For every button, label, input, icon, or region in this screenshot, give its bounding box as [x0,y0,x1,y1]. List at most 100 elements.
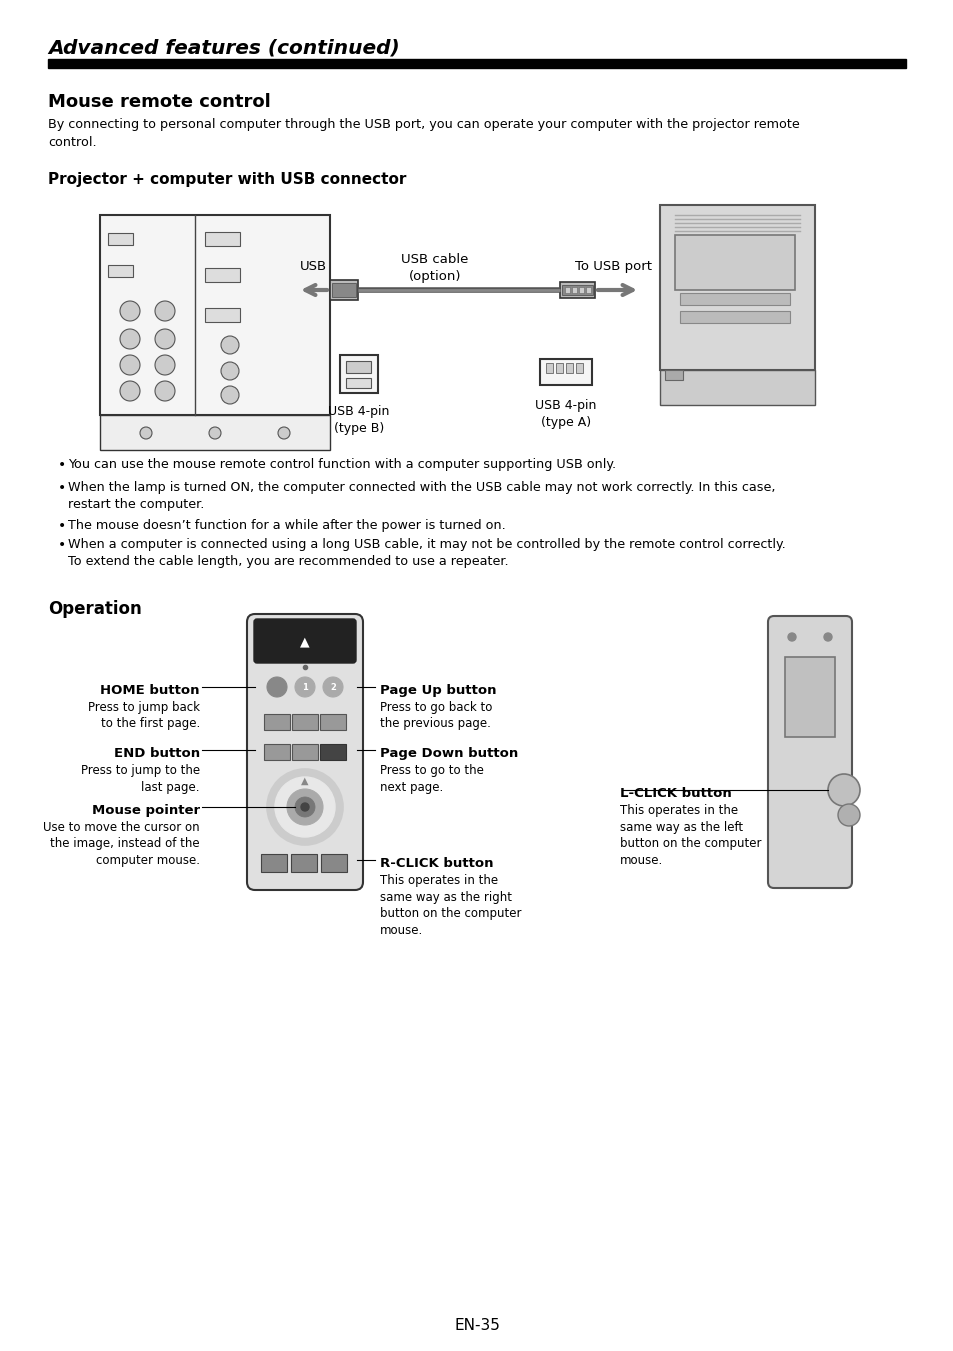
Circle shape [301,802,309,811]
Circle shape [209,427,221,439]
Circle shape [294,677,314,697]
Text: 2: 2 [330,682,335,692]
Bar [100,215,330,415]
Text: This operates in the
same way as the right
button on the computer
mouse.: This operates in the same way as the rig… [379,874,521,936]
Bar [561,285,593,295]
Bar [675,235,794,290]
Text: HOME button: HOME button [100,684,200,697]
Text: When the lamp is turned ON, the computer connected with the USB cable may not wo: When the lamp is turned ON, the computer… [68,481,775,511]
Text: ▲: ▲ [301,775,309,786]
Circle shape [294,797,314,817]
Bar [545,363,553,373]
Circle shape [323,677,343,697]
Bar [679,311,789,323]
Text: END button: END button [113,747,200,761]
Bar [319,713,346,730]
Text: R-CLICK button: R-CLICK button [379,857,493,870]
Text: Press to jump back
to the first page.: Press to jump back to the first page. [88,701,200,731]
Bar [319,744,346,761]
Bar [330,280,357,300]
Circle shape [120,330,140,349]
Text: •: • [58,538,66,553]
Text: Press to jump to the
last page.: Press to jump to the last page. [81,765,200,793]
Bar [205,308,240,322]
Text: This operates in the
same way as the left
button on the computer
mouse.: This operates in the same way as the lef… [619,804,760,866]
Bar [100,415,330,450]
Bar [664,370,682,380]
Circle shape [154,381,174,401]
Circle shape [221,362,239,380]
Text: 1: 1 [302,682,308,692]
Bar [346,378,371,388]
Bar [205,267,240,282]
Circle shape [221,336,239,354]
Bar [585,286,590,293]
Circle shape [287,789,323,825]
Bar [108,232,132,245]
FancyBboxPatch shape [253,619,355,663]
Bar [564,286,569,293]
Text: ▲: ▲ [300,635,310,648]
Bar [264,713,290,730]
Text: To USB port: To USB port [575,259,651,273]
Circle shape [787,634,795,640]
Text: Use to move the cursor on
the image, instead of the
computer mouse.: Use to move the cursor on the image, ins… [43,821,200,867]
Text: Mouse pointer: Mouse pointer [91,804,200,817]
Circle shape [120,355,140,376]
Text: Advanced features (continued): Advanced features (continued) [48,38,399,57]
Text: By connecting to personal computer through the USB port, you can operate your co: By connecting to personal computer throu… [48,118,799,149]
Circle shape [154,301,174,322]
Bar [578,286,583,293]
Bar [292,744,317,761]
Bar [291,854,316,871]
Bar [559,282,595,299]
Text: USB 4-pin
(type A): USB 4-pin (type A) [535,399,596,430]
Text: You can use the mouse remote control function with a computer supporting USB onl: You can use the mouse remote control fun… [68,458,616,471]
Text: •: • [58,458,66,471]
Bar [292,713,317,730]
Circle shape [827,774,859,807]
Text: Operation: Operation [48,600,142,617]
Bar [784,657,834,738]
Bar [320,854,347,871]
Text: Mouse remote control: Mouse remote control [48,93,271,111]
Bar [539,359,592,385]
Text: Page Up button: Page Up button [379,684,496,697]
Text: The mouse doesn’t function for a while after the power is turned on.: The mouse doesn’t function for a while a… [68,519,505,532]
FancyBboxPatch shape [247,613,363,890]
Circle shape [274,777,335,838]
Circle shape [120,301,140,322]
Bar [576,363,582,373]
Text: Projector + computer with USB connector: Projector + computer with USB connector [48,172,406,186]
Text: USB 4-pin
(type B): USB 4-pin (type B) [328,405,389,435]
Bar [556,363,562,373]
Circle shape [140,427,152,439]
Bar [108,265,132,277]
Bar [659,205,814,370]
Circle shape [154,330,174,349]
Text: •: • [58,481,66,494]
Circle shape [120,381,140,401]
Bar [264,744,290,761]
Bar [261,854,287,871]
FancyBboxPatch shape [767,616,851,888]
Bar [332,282,355,297]
Circle shape [823,634,831,640]
Bar [679,293,789,305]
Text: USB: USB [299,259,327,273]
Bar [565,363,573,373]
Circle shape [837,804,859,825]
Text: •: • [58,519,66,534]
Text: Press to go back to
the previous page.: Press to go back to the previous page. [379,701,492,731]
Bar [346,361,371,373]
Text: L-CLICK button: L-CLICK button [619,788,731,800]
Text: Page Down button: Page Down button [379,747,517,761]
Text: Press to go to the
next page.: Press to go to the next page. [379,765,483,793]
Text: EN-35: EN-35 [454,1319,499,1333]
Circle shape [267,677,287,697]
Bar [339,355,377,393]
Text: USB cable
(option): USB cable (option) [401,253,468,282]
Circle shape [267,769,343,844]
Circle shape [154,355,174,376]
Bar [48,59,905,68]
